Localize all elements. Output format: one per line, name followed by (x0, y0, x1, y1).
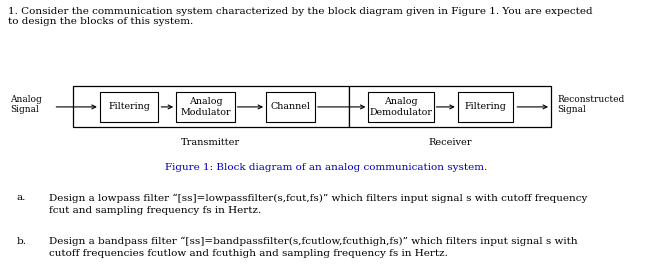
Bar (73, 87, 349, 128)
Text: Transmitter: Transmitter (181, 138, 241, 148)
Bar (458, 92, 514, 122)
Text: Figure 1: Block diagram of an analog communication system.: Figure 1: Block diagram of an analog com… (165, 163, 487, 172)
Bar (176, 92, 235, 122)
Text: Channel: Channel (270, 102, 310, 111)
Text: Analog
Modulator: Analog Modulator (180, 97, 231, 117)
Bar (100, 92, 158, 122)
Text: to design the blocks of this system.: to design the blocks of this system. (8, 17, 193, 26)
Text: Filtering: Filtering (108, 102, 150, 111)
Bar (266, 92, 315, 122)
Text: a.: a. (16, 193, 25, 202)
Text: Filtering: Filtering (465, 102, 507, 111)
Text: Analog
Signal: Analog Signal (10, 95, 42, 114)
Text: b.: b. (16, 237, 26, 246)
Text: Analog
Demodulator: Analog Demodulator (370, 97, 432, 117)
Text: Design a lowpass filter “[ss]=lowpassfilter(s,fcut,fs)” which filters input sign: Design a lowpass filter “[ss]=lowpassfil… (49, 193, 587, 215)
Text: Reconstructed
Signal: Reconstructed Signal (557, 95, 625, 114)
Text: 1. Consider the communication system characterized by the block diagram given in: 1. Consider the communication system cha… (8, 7, 593, 16)
Bar (349, 87, 551, 128)
Bar (368, 92, 434, 122)
Text: Design a bandpass filter “[ss]=bandpassfilter(s,fcutlow,fcuthigh,fs)” which filt: Design a bandpass filter “[ss]=bandpassf… (49, 237, 578, 258)
Text: Receiver: Receiver (428, 138, 471, 148)
